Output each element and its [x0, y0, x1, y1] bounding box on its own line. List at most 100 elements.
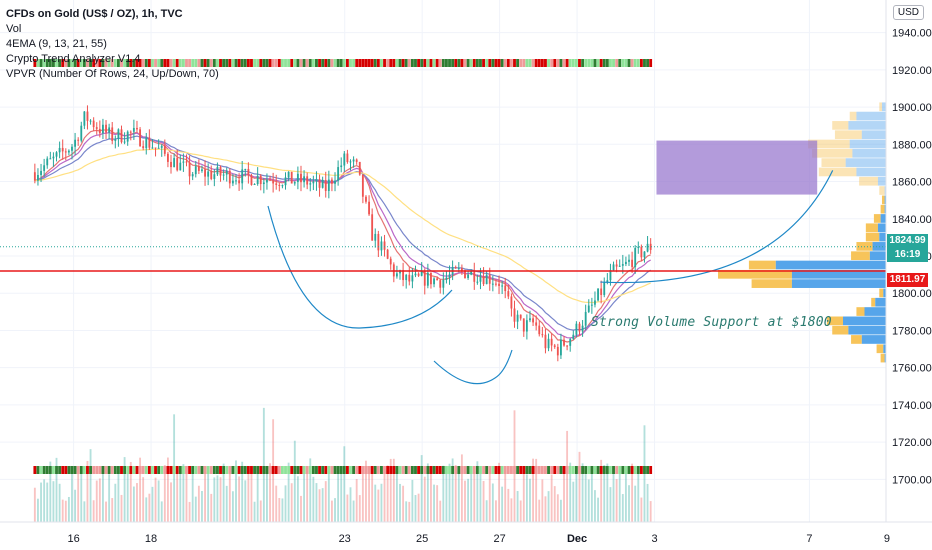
- candle-body: [590, 304, 593, 306]
- candle-body: [467, 274, 470, 279]
- candle-body: [327, 179, 330, 191]
- volume-bar: [559, 499, 562, 522]
- trend-strip-cell: [36, 59, 40, 67]
- trend-strip-cell: [39, 466, 43, 474]
- trend-strip-cell: [525, 59, 529, 67]
- trend-strip-cell: [274, 466, 278, 474]
- volume-bar: [67, 496, 70, 522]
- candle-body: [105, 124, 107, 133]
- candle-body: [420, 270, 423, 276]
- legend-vpvr[interactable]: VPVR (Number Of Rows, 24, Up/Down, 70): [6, 68, 219, 80]
- volume-bar: [383, 473, 386, 522]
- left-arc: [267, 205, 453, 329]
- volume-bar: [148, 493, 151, 522]
- volume-profile-up: [849, 111, 857, 121]
- trend-strip-cell: [234, 59, 238, 67]
- trend-strip-cell: [293, 466, 297, 474]
- candle-body: [123, 141, 126, 143]
- drawn-curves: [267, 170, 834, 385]
- candle-body: [136, 127, 138, 130]
- candle-body: [361, 174, 364, 197]
- candle-body: [331, 179, 333, 184]
- candle-body: [547, 338, 550, 349]
- trend-strip-cell: [39, 59, 43, 67]
- volume-bar: [358, 495, 361, 522]
- trend-strip-cell: [556, 466, 560, 474]
- trend-strip-cell: [169, 59, 173, 67]
- volume-bar: [145, 497, 148, 522]
- trend-strip-cell: [45, 466, 49, 474]
- trend-strip-cell: [219, 59, 222, 67]
- volume-bar: [377, 489, 380, 522]
- volume-profile-up: [834, 130, 862, 140]
- trend-strip-cell: [250, 466, 253, 474]
- legend-trend-analyzer[interactable]: Crypto Trend Analyzer V1.4: [6, 53, 141, 65]
- candle-body: [532, 318, 534, 323]
- trend-strip-cell: [373, 466, 377, 474]
- trend-strip-cell: [262, 466, 266, 474]
- volume-bar: [454, 465, 457, 522]
- volume-bar: [64, 500, 67, 522]
- trend-strip-cell: [256, 466, 260, 474]
- volume-bar: [334, 498, 336, 522]
- trend-strip-cell: [596, 59, 600, 67]
- volume-bar: [197, 485, 200, 522]
- trend-strip-cell: [445, 466, 448, 474]
- trend-strip-cell: [599, 59, 603, 67]
- time-axis[interactable]: 1618232527Dec37914: [0, 521, 932, 550]
- candle-body: [495, 283, 497, 285]
- candle-body: [194, 166, 197, 175]
- candle-body: [33, 172, 36, 181]
- trend-strip-cell: [342, 59, 346, 67]
- trend-strip-cell: [318, 466, 321, 474]
- volume-bar: [46, 482, 49, 522]
- trend-strip-cell: [116, 466, 120, 474]
- candle-body: [46, 158, 49, 166]
- trend-strip-cell: [98, 59, 102, 67]
- volume-bar: [306, 472, 309, 522]
- volume-bar: [519, 500, 522, 522]
- trend-strip-cell: [537, 466, 541, 474]
- volume-bar: [77, 467, 80, 522]
- trend-strip-cell: [420, 466, 424, 474]
- candle-body: [139, 129, 141, 147]
- volume-bar: [37, 498, 39, 522]
- candle-body: [603, 282, 606, 295]
- trend-strip-cell: [373, 59, 377, 67]
- candle-body: [64, 151, 67, 153]
- volume-profile-up: [832, 325, 849, 335]
- legend-vol[interactable]: Vol: [6, 23, 22, 35]
- volume-bar: [600, 459, 603, 522]
- candle-body: [615, 264, 618, 267]
- trend-strip-cell: [52, 59, 55, 67]
- trend-strip-cell: [370, 59, 374, 67]
- trend-strip-cell: [274, 59, 278, 67]
- candle-body: [238, 180, 241, 184]
- trend-strip-cell: [646, 466, 649, 474]
- volume-profile-up: [880, 353, 885, 363]
- trend-strip-cell: [494, 59, 498, 67]
- candle-body: [522, 318, 525, 332]
- volume-bar: [426, 463, 429, 522]
- trend-strip-cell: [451, 59, 455, 67]
- trend-strip-cell: [82, 59, 86, 67]
- trend-strip-cell: [497, 59, 501, 67]
- symbol-title[interactable]: CFDs on Gold (US$ / OZ), 1h, TVC: [6, 8, 183, 20]
- trend-strip-cell: [525, 466, 529, 474]
- price-tick-label: 1920.00: [892, 65, 932, 77]
- trend-strip-cell: [240, 59, 244, 67]
- trend-strip-cell: [126, 59, 130, 67]
- candle-body: [473, 270, 476, 282]
- trend-strip-cell: [327, 59, 331, 67]
- volume-bar: [89, 449, 92, 522]
- currency-button[interactable]: USD: [892, 5, 924, 20]
- trend-strip-cell: [293, 59, 297, 67]
- volume-bar: [374, 484, 377, 522]
- trend-strip-cell: [383, 59, 386, 67]
- trend-strip-cell: [160, 466, 164, 474]
- volume-bar: [504, 473, 507, 522]
- volume-bar: [179, 471, 182, 522]
- legend-ema[interactable]: 4EMA (9, 13, 21, 55): [6, 38, 107, 50]
- trend-strip-cell: [472, 466, 476, 474]
